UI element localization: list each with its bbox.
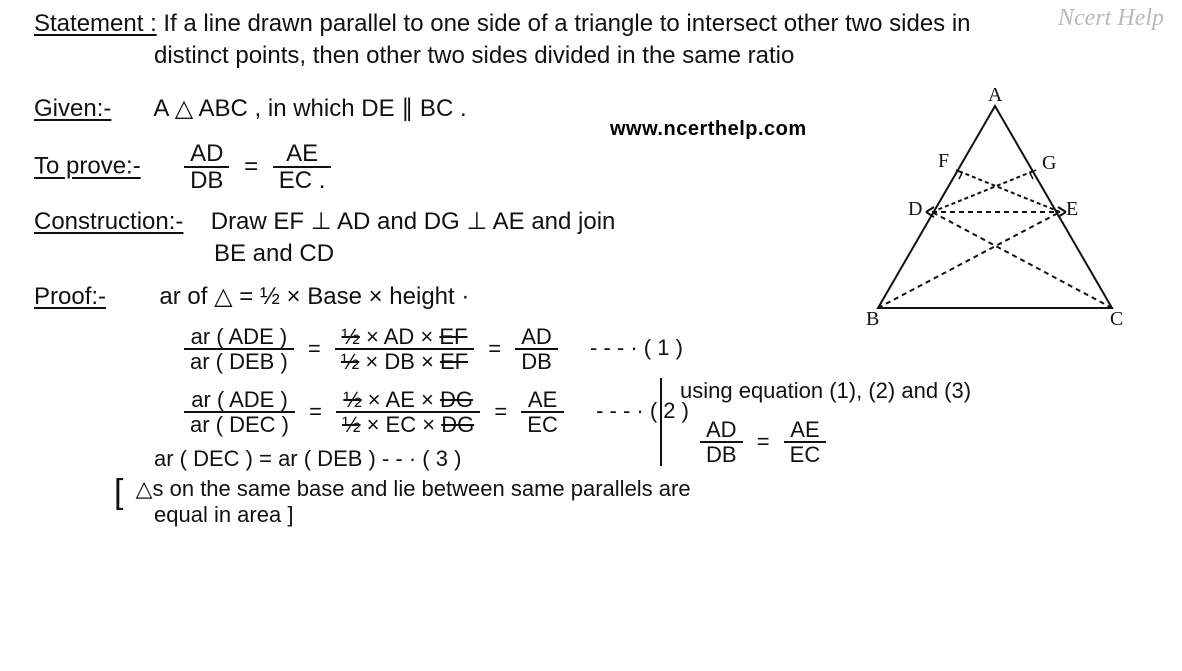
eq2-mid-num: ½ × AE × DG [336,388,480,413]
vertex-f: F [938,150,949,173]
vertex-b: B [866,308,879,331]
eq1-rhs-den: DB [515,350,558,373]
eq2-lhs-den: ar ( DEC ) [184,413,295,436]
triangle-diagram: A B C D E F G [860,98,1140,338]
construction-text1: Draw EF ⊥ AD and DG ⊥ AE and join [211,208,616,235]
eq2-rhs-den: EC [521,413,564,436]
watermark-text: Ncert Help [1058,5,1164,31]
vertex-g: G [1042,152,1056,175]
conclusion-frac2-num: AE [784,418,827,443]
conclusion-frac1: AD DB [700,418,743,466]
triangle-svg [860,98,1140,338]
vertex-c: C [1110,308,1123,331]
given-label: Given:- [34,95,111,122]
eq1-lhs: ar ( ADE ) ar ( DEB ) [184,325,294,373]
toprove-frac1: AD DB [184,141,229,193]
equals: = [236,153,266,181]
eq2-rhs: AE EC [521,388,564,436]
eq1-rhs-num: AD [515,325,558,350]
toprove-frac1-den: DB [184,168,229,193]
eq1-mid-num: ½ × AD × EF [335,325,474,350]
eq1-mid: ½ × AD × EF ½ × DB × EF [335,325,474,373]
eq2-mid: ½ × AE × DG ½ × EC × DG [336,388,480,436]
conclusion-using: using equation (1), (2) and (3) [680,378,1040,404]
eq3-reason-text1: △s on the same base and lie between same… [136,476,691,501]
conclusion-frac2: AE EC [784,418,827,466]
eq2-rhs-num: AE [521,388,564,413]
eq2-lhs: ar ( ADE ) ar ( DEC ) [184,388,295,436]
eq2-lhs-num: ar ( ADE ) [184,388,295,413]
eq3-reason-text2: equal in area ] [154,502,1162,528]
vertex-d: D [908,198,922,221]
source-url: www.ncerthelp.com [610,118,807,141]
toprove-frac1-num: AD [184,141,229,168]
statement-label: Statement : [34,10,157,37]
statement-text1: If a line drawn parallel to one side of … [163,10,970,37]
eq1-tag: - - - · ( 1 ) [590,335,683,360]
eq2-mid-den: ½ × EC × DG [336,413,480,436]
eq1-lhs-den: ar ( DEB ) [184,350,294,373]
conclusion-block: using equation (1), (2) and (3) AD DB = … [660,378,1040,466]
eq1-lhs-num: ar ( ADE ) [184,325,294,350]
proof-eq3-reason: [ △s on the same base and lie between sa… [114,476,1162,502]
toprove-frac2: AE EC . [273,141,332,193]
eq1-mid-den: ½ × DB × EF [335,350,474,373]
vertex-a: A [988,84,1002,107]
brace-icon: [ [114,482,123,502]
toprove-label: To prove:- [34,153,141,180]
conclusion-frac1-den: DB [700,443,743,466]
conclusion-eq: AD DB = AE EC [700,418,1040,466]
eq1-rhs: AD DB [515,325,558,373]
proof-label: Proof:- [34,283,106,310]
conclusion-frac1-num: AD [700,418,743,443]
toprove-frac2-den: EC . [273,168,332,193]
vertex-e: E [1066,198,1078,221]
given-text: A △ ABC , in which DE ∥ BC . [153,95,466,122]
toprove-frac2-num: AE [273,141,332,168]
conclusion-frac2-den: EC [784,443,827,466]
statement-line1: Statement : If a line drawn parallel to … [34,10,1162,38]
watermark: Ncert Help [1058,6,1164,30]
construction-label: Construction:- [34,208,183,235]
area-formula: ar of △ = ½ × Base × height · [159,283,469,310]
statement-line2: distinct points, then other two sides di… [154,42,1162,70]
